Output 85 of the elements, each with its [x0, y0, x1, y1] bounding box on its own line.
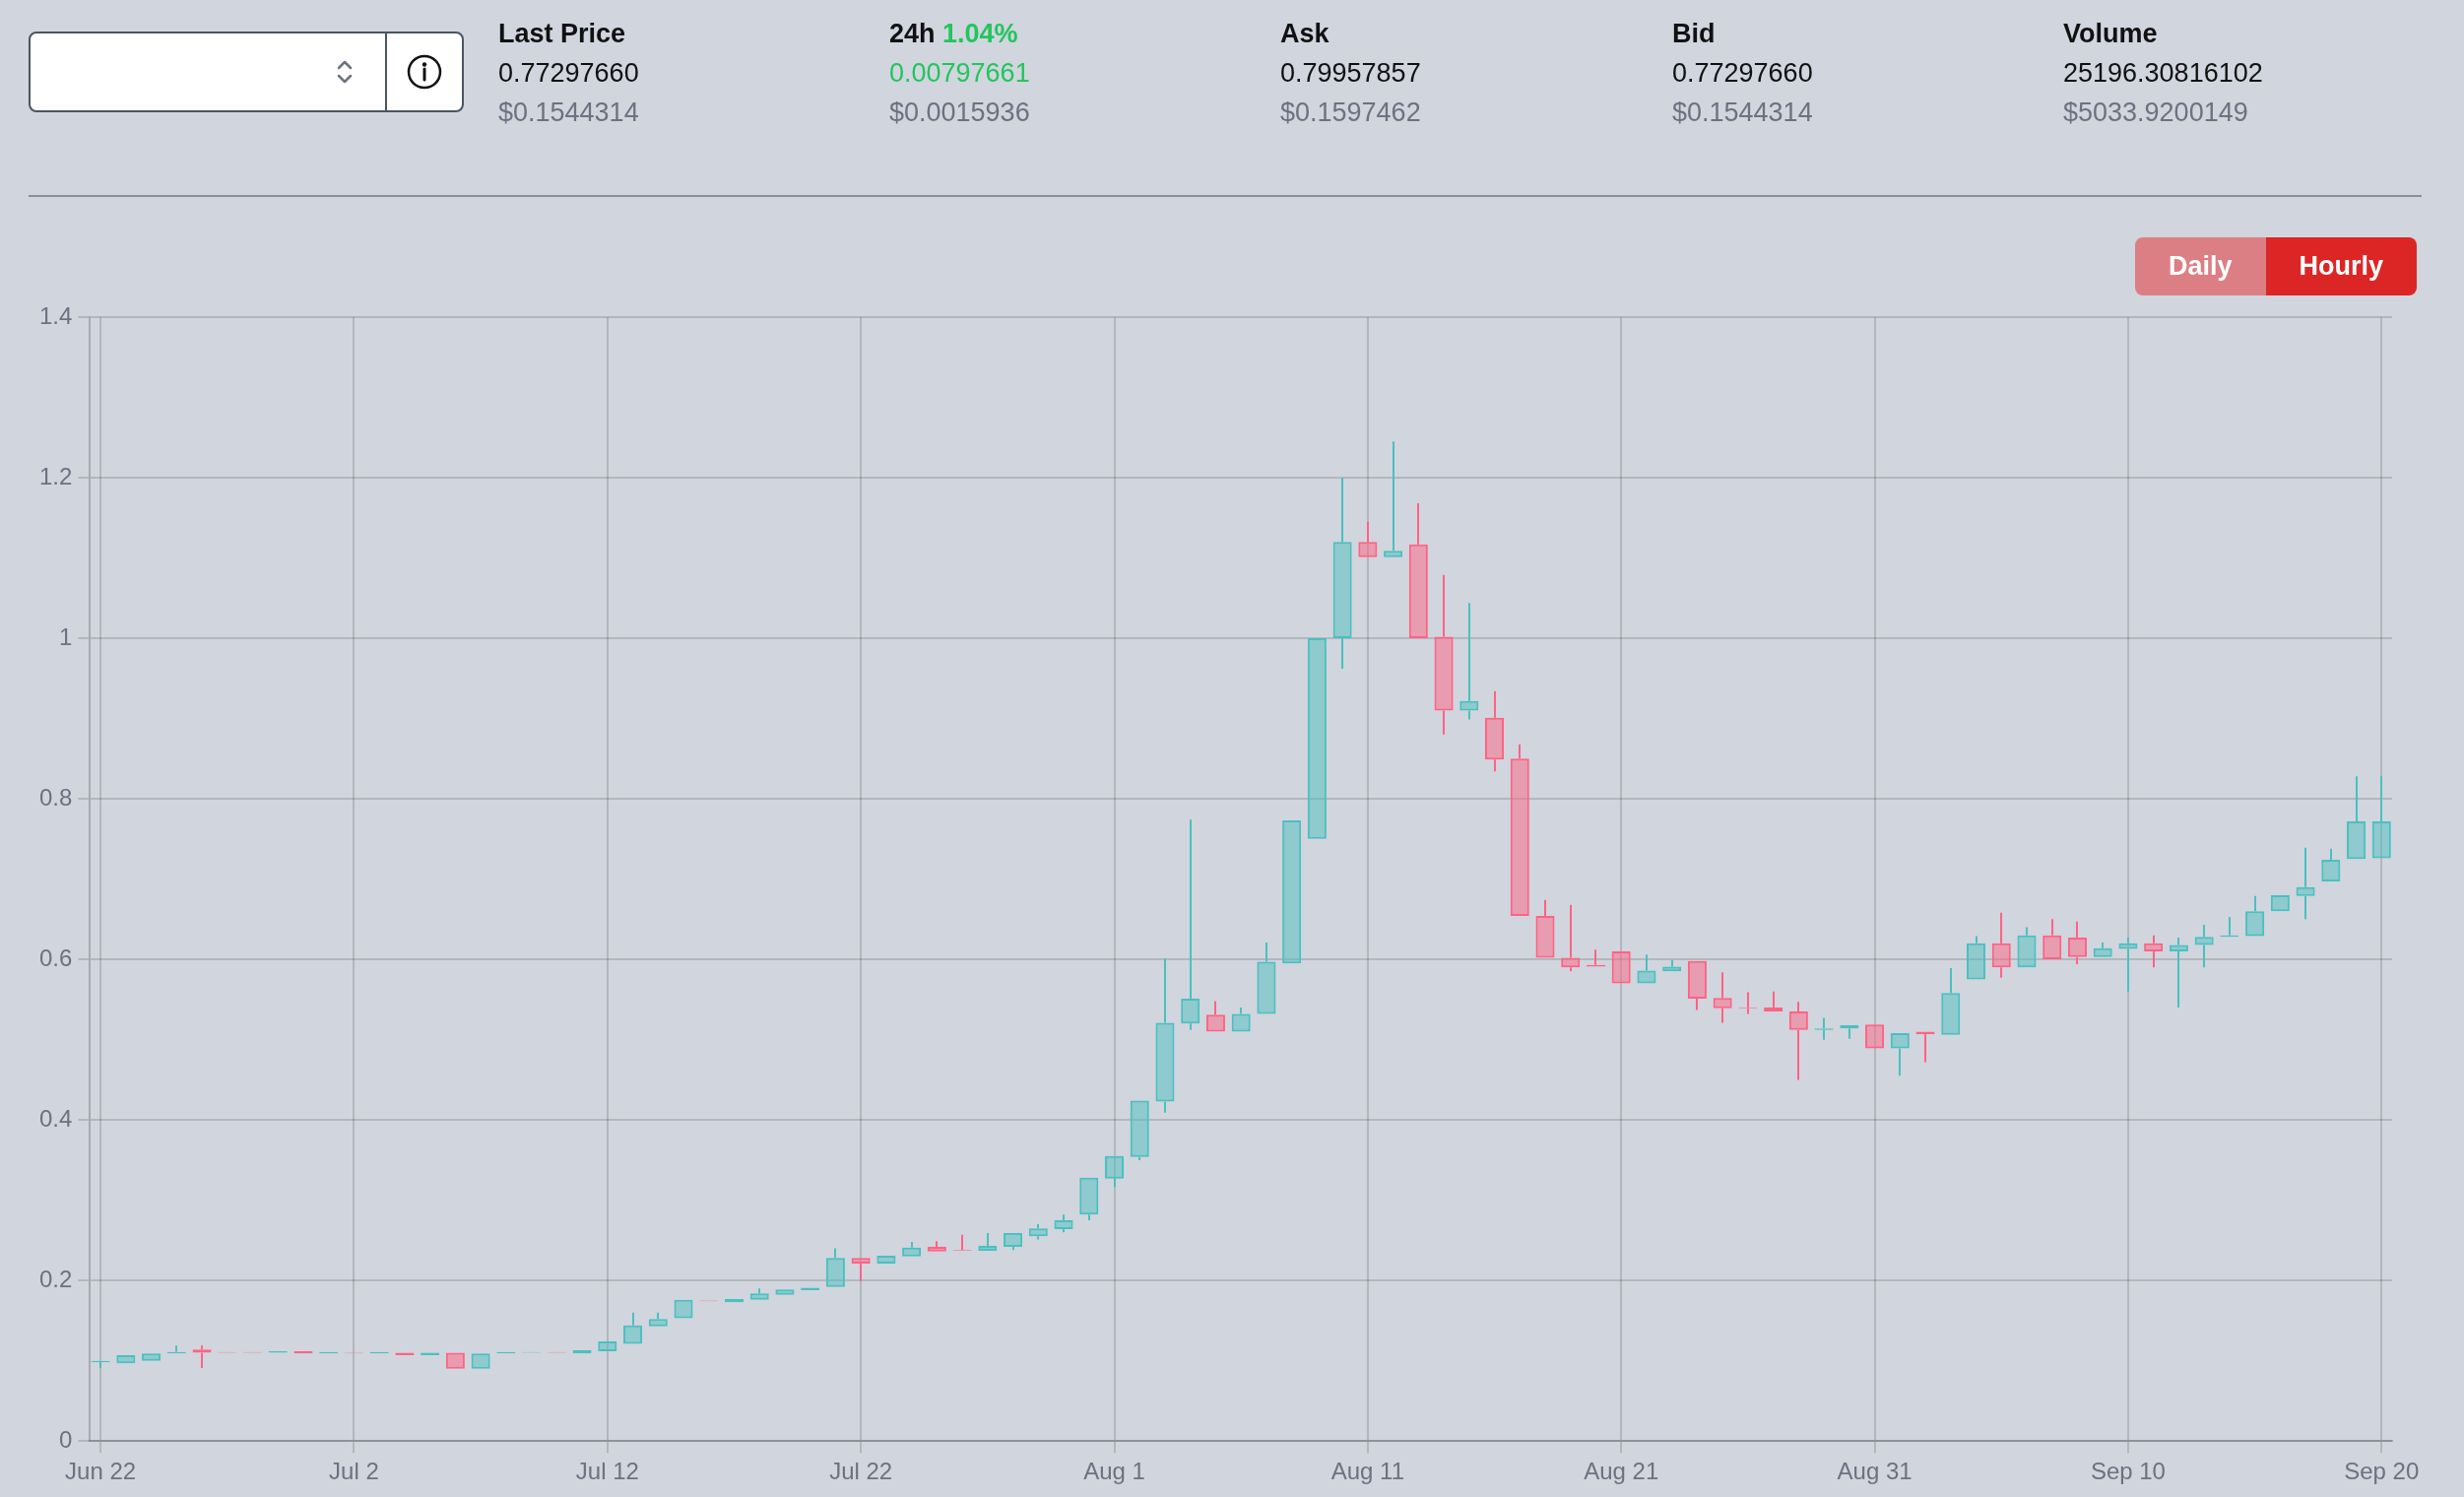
candlestick	[2169, 937, 2188, 1009]
text: 0.00797661	[889, 58, 1030, 88]
text: 1.04%	[942, 19, 1018, 48]
candlestick	[902, 1241, 922, 1257]
text: $0.1544314	[498, 98, 639, 127]
y-tick-label: 0	[59, 1425, 73, 1453]
y-tick-label: 1.4	[38, 301, 73, 329]
x-tick-label: Jul 2	[329, 1458, 379, 1485]
candlestick	[2017, 926, 2037, 968]
candlestick	[2093, 942, 2112, 957]
y-tick-label: 0.4	[38, 1104, 73, 1132]
x-tick-label: Aug 31	[1837, 1458, 1913, 1485]
text: Last Price	[498, 19, 626, 48]
candlestick	[1181, 818, 1200, 1031]
candlestick	[1941, 967, 1961, 1035]
candlestick	[2118, 937, 2138, 993]
text: $0.1544314	[1672, 98, 1813, 127]
text: Daily	[2135, 237, 2266, 295]
candlestick	[1307, 638, 1327, 839]
candlestick	[1332, 477, 1352, 671]
y-tick-label: 0.2	[38, 1265, 73, 1292]
candlestick	[1358, 520, 1378, 557]
candlestick	[978, 1232, 998, 1252]
candlestick	[1713, 971, 1732, 1024]
x-tick-label: Aug 1	[1083, 1458, 1145, 1485]
candlestick	[1028, 1223, 1048, 1241]
y-tick-label: 1	[59, 622, 73, 650]
x-tick-label: Aug 21	[1584, 1458, 1659, 1485]
text: $0.0015936	[889, 98, 1030, 127]
text: $5033.9200149	[2063, 98, 2248, 127]
candlestick	[2371, 775, 2391, 859]
candlestick	[2321, 847, 2341, 882]
text: $0.1597462	[1280, 98, 1421, 127]
x-tick-label: Jun 22	[65, 1458, 137, 1485]
y-tick-label: 1.2	[38, 462, 73, 489]
candlestick	[1510, 743, 1529, 917]
text: Ask	[1280, 19, 1329, 48]
x-tick-label: Jul 22	[829, 1458, 893, 1485]
x-tick-label: Jul 12	[575, 1458, 639, 1485]
candlestick	[2347, 775, 2367, 860]
candlestick	[1434, 573, 1454, 736]
candlestick	[2194, 924, 2214, 969]
candlestick	[1890, 1033, 1910, 1077]
candlestick	[1865, 1024, 1885, 1049]
text: 24h	[889, 19, 936, 48]
candlestick	[2296, 846, 2315, 921]
candlestick	[1687, 960, 1707, 1011]
y-tick-label: 0.6	[38, 944, 73, 971]
candlestick	[1408, 502, 1428, 639]
candlestick	[1282, 820, 1302, 964]
candlestick	[1966, 935, 1986, 980]
candlestick	[2144, 934, 2164, 969]
candlestick	[598, 1341, 617, 1351]
x-tick-label: Sep 10	[2090, 1458, 2166, 1485]
candlestick	[1104, 1155, 1125, 1189]
candlestick	[1991, 911, 2011, 979]
candlestick	[2245, 894, 2265, 937]
candlestick	[876, 1255, 896, 1265]
text: Bid	[1672, 19, 1716, 48]
x-tick-label: Aug 11	[1330, 1458, 1405, 1485]
candlestick	[1637, 953, 1656, 984]
candlestick	[775, 1289, 795, 1295]
text: 25196.30816102	[2063, 58, 2263, 88]
candlestick	[825, 1247, 845, 1287]
text: Volume	[2063, 19, 2158, 48]
text: 0.79957857	[1280, 58, 1421, 88]
text: 0.77297660	[1672, 58, 1813, 88]
x-tick-label: Sep 20	[2344, 1458, 2420, 1485]
candlestick	[1662, 958, 1682, 972]
text: Hourly	[2265, 237, 2418, 295]
candlestick	[1079, 1177, 1099, 1222]
candlestick	[749, 1287, 769, 1300]
candlestick	[1054, 1213, 1073, 1234]
candlestick	[648, 1311, 668, 1327]
candlestick	[1384, 440, 1403, 557]
candlestick	[1155, 957, 1175, 1114]
candlestick	[2043, 918, 2062, 960]
candlestick	[116, 1354, 136, 1364]
candlestick	[1485, 689, 1505, 773]
text: 0.77297660	[498, 58, 639, 88]
y-tick-label: 0.8	[38, 783, 73, 811]
candlestick	[1257, 942, 1276, 1014]
candlestick	[1535, 898, 1555, 958]
candlestick	[1561, 903, 1581, 973]
candlestick	[1611, 950, 1631, 984]
